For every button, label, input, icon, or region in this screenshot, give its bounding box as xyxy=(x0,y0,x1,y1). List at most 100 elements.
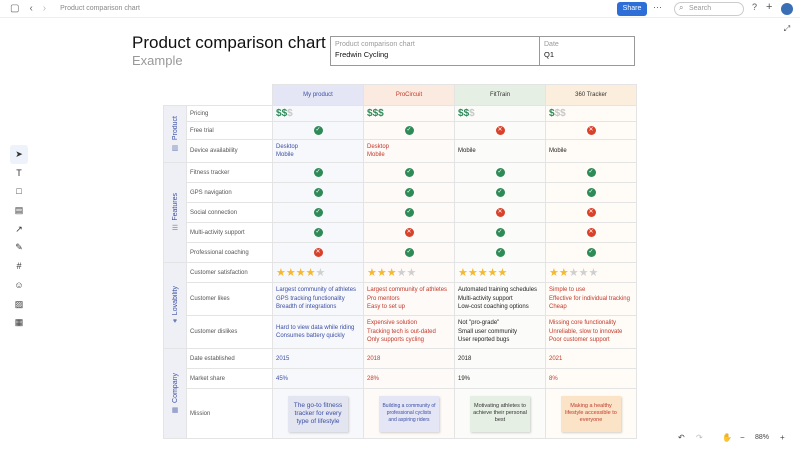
likes-value[interactable]: Simple to use Effective for individual tr… xyxy=(545,282,637,316)
gps-value[interactable]: ✓ xyxy=(272,182,364,203)
sticky-note-icon[interactable]: ▤ xyxy=(14,205,24,216)
hand-tool-icon[interactable]: ✋ xyxy=(722,433,732,442)
coaching-value[interactable]: ✕ xyxy=(272,242,364,263)
row-gps: GPS navigation ✓ ✓ ✓ ✓ xyxy=(164,182,637,203)
image-tool-icon[interactable]: ▨ xyxy=(14,298,24,309)
established-value[interactable]: 2018 xyxy=(454,348,546,369)
date-value[interactable]: Q1 xyxy=(544,50,555,59)
fitness-value[interactable]: ✓ xyxy=(545,162,637,183)
social-value[interactable]: ✓ xyxy=(363,202,455,223)
likes-value[interactable]: Largest community of athletes GPS trackin… xyxy=(272,282,364,316)
breadcrumb: Product comparison chart xyxy=(60,5,140,12)
multi-value[interactable]: ✓ xyxy=(272,222,364,243)
add-icon[interactable]: + xyxy=(766,1,773,13)
multi-value[interactable]: ✕ xyxy=(545,222,637,243)
satisfaction-value[interactable]: ★★★★★ xyxy=(363,262,455,283)
zoom-level[interactable]: 88% xyxy=(755,434,770,441)
mission-sticky-note[interactable]: Building a community of professional cyc… xyxy=(379,395,439,432)
likes-value[interactable]: Automated training schedules Multi-activi… xyxy=(454,282,546,316)
search-input[interactable]: Search xyxy=(674,2,744,16)
section-product: Product ▥ xyxy=(163,105,187,163)
select-tool-icon[interactable]: ➤ xyxy=(10,145,28,164)
zoom-out-icon[interactable]: − xyxy=(740,433,745,442)
product-header[interactable]: 360 Tracker xyxy=(545,84,637,106)
social-value[interactable]: ✕ xyxy=(454,202,546,223)
frame-tool-icon[interactable]: # xyxy=(16,261,22,272)
feature-label: Date established xyxy=(186,348,273,369)
free-trial-value[interactable]: ✕ xyxy=(545,121,637,140)
pricing-value[interactable]: $$$ xyxy=(454,105,546,122)
coaching-value[interactable]: ✓ xyxy=(454,242,546,263)
table-tool-icon[interactable]: ▦ xyxy=(14,317,24,328)
fitness-value[interactable]: ✓ xyxy=(272,162,364,183)
section-label: Lovability xyxy=(171,285,179,316)
product-header[interactable]: My product xyxy=(272,84,364,106)
mission-sticky-note[interactable]: Motivating athletes to achieve their per… xyxy=(470,395,530,432)
fitness-value[interactable]: ✓ xyxy=(454,162,546,183)
top-bar: ▢ ‹ › Product comparison chart xyxy=(0,0,800,18)
more-options-icon[interactable]: ··· xyxy=(653,2,662,12)
device-value[interactable]: Mobile xyxy=(454,139,546,163)
gps-value[interactable]: ✓ xyxy=(454,182,546,203)
pricing-value[interactable]: $$$ xyxy=(363,105,455,122)
box-icon: ▥ xyxy=(171,144,179,152)
pricing-value[interactable]: $$$ xyxy=(272,105,364,122)
dislikes-value[interactable]: Expensive solution Tracking tech is out-d… xyxy=(363,315,455,349)
star-icon: ★ xyxy=(406,267,417,279)
avatar[interactable] xyxy=(781,3,793,15)
device-value[interactable]: Desktop Mobile xyxy=(272,139,364,163)
share-button[interactable]: Share xyxy=(617,2,647,16)
free-trial-value[interactable]: ✓ xyxy=(272,121,364,140)
satisfaction-value[interactable]: ★★★★★ xyxy=(545,262,637,283)
multi-value[interactable]: ✓ xyxy=(454,222,546,243)
market-share-value[interactable]: 8% xyxy=(545,368,637,389)
product-header[interactable]: FitTrain xyxy=(454,84,546,106)
fitness-value[interactable]: ✓ xyxy=(363,162,455,183)
coaching-value[interactable]: ✓ xyxy=(363,242,455,263)
zoom-in-icon[interactable]: + xyxy=(780,433,785,442)
social-value[interactable]: ✓ xyxy=(272,202,364,223)
satisfaction-value[interactable]: ★★★★★ xyxy=(454,262,546,283)
expand-icon[interactable]: ⤢ xyxy=(783,24,791,33)
dislike-item: Tracking tech is out-dated xyxy=(367,328,436,335)
pen-tool-icon[interactable]: ✎ xyxy=(15,242,23,253)
free-trial-value[interactable]: ✓ xyxy=(363,121,455,140)
undo-icon[interactable]: ↶ xyxy=(678,433,685,442)
multi-value[interactable]: ✕ xyxy=(363,222,455,243)
market-share-value[interactable]: 45% xyxy=(272,368,364,389)
likes-value[interactable]: Largest community of athletes Pro mentors… xyxy=(363,282,455,316)
mission-sticky-note[interactable]: Making a healthy lifestyle accessible to… xyxy=(561,395,621,432)
star-icon: ★ xyxy=(558,267,569,279)
established-value[interactable]: 2015 xyxy=(272,348,364,369)
like-item: Effective for individual tracking xyxy=(549,295,630,302)
redo-icon[interactable]: ↷ xyxy=(696,433,703,442)
product-header[interactable]: ProCircuit xyxy=(363,84,455,106)
market-share-value[interactable]: 28% xyxy=(363,368,455,389)
mission-sticky-note[interactable]: The go-to fitness tracker for every type… xyxy=(288,395,348,432)
help-icon[interactable]: ? xyxy=(752,2,758,12)
market-share-value[interactable]: 19% xyxy=(454,368,546,389)
dislikes-value[interactable]: Missing core functionality Unreliable, sl… xyxy=(545,315,637,349)
satisfaction-value[interactable]: ★★★★★ xyxy=(272,262,364,283)
back-arrow-icon[interactable]: ‹ xyxy=(29,3,33,14)
row-social: Social connection ✓ ✓ ✕ ✕ xyxy=(164,202,637,223)
dislikes-value[interactable]: Hard to view data while riding Consumes b… xyxy=(272,315,364,349)
free-trial-value[interactable]: ✕ xyxy=(454,121,546,140)
sticker-tool-icon[interactable]: ☺ xyxy=(14,279,24,290)
gps-value[interactable]: ✓ xyxy=(363,182,455,203)
established-value[interactable]: 2021 xyxy=(545,348,637,369)
coaching-value[interactable]: ✓ xyxy=(545,242,637,263)
pricing-value[interactable]: $$$ xyxy=(545,105,637,122)
gps-value[interactable]: ✓ xyxy=(545,182,637,203)
line-tool-icon[interactable]: ↗ xyxy=(15,223,23,234)
device-value[interactable]: Mobile xyxy=(545,139,637,163)
text-tool-icon[interactable]: T xyxy=(16,167,22,178)
social-value[interactable]: ✕ xyxy=(545,202,637,223)
forward-arrow-icon[interactable]: › xyxy=(42,3,47,14)
device-value[interactable]: Desktop Mobile xyxy=(363,139,455,163)
sidebar-toggle-icon[interactable]: ▢ xyxy=(10,3,20,14)
dislikes-value[interactable]: Not "pro-grade" Small user community User … xyxy=(454,315,546,349)
shape-tool-icon[interactable]: □ xyxy=(16,186,22,197)
chart-name-value[interactable]: Fredwin Cycling xyxy=(335,50,389,59)
established-value[interactable]: 2018 xyxy=(363,348,455,369)
